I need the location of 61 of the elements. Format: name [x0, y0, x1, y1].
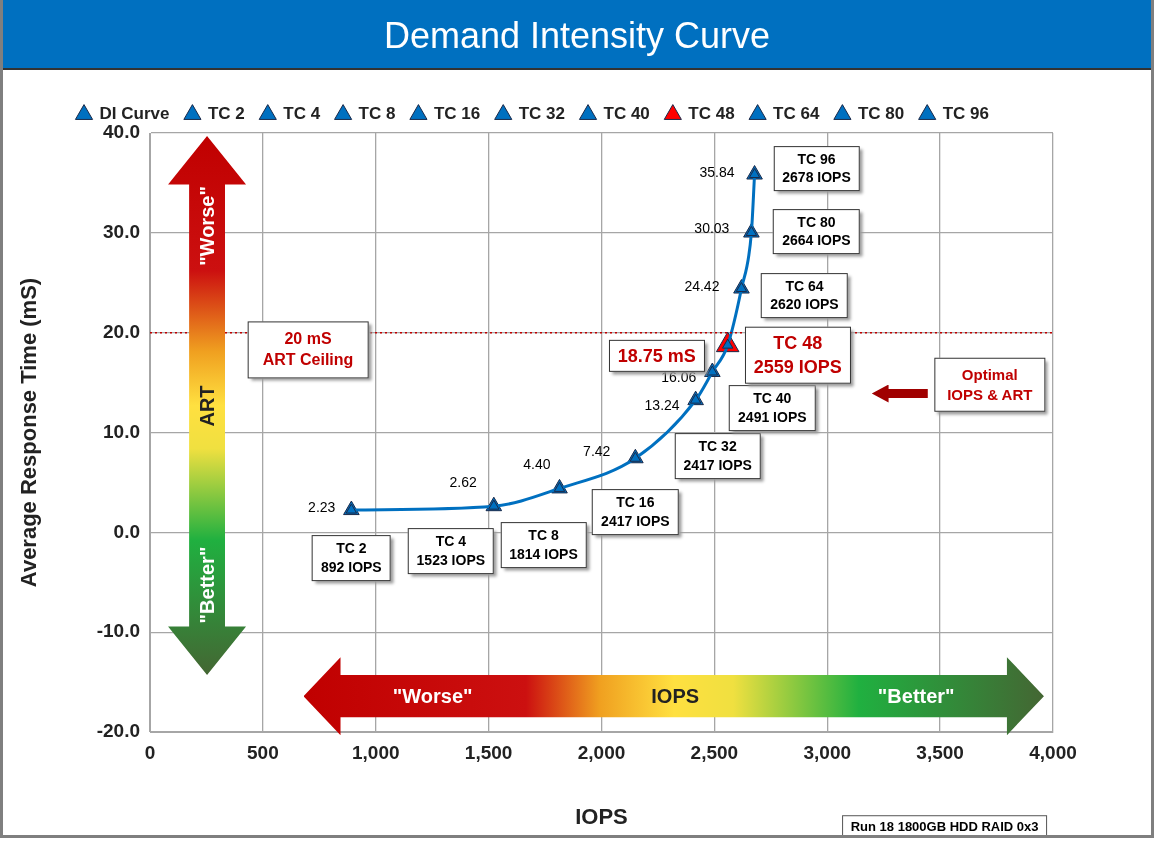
x-tick-label: 0: [144, 741, 156, 763]
legend-label: TC 2: [207, 104, 245, 124]
annotation: TC 4 1523 IOPS: [407, 528, 495, 575]
y-tick-label: 0.0: [113, 520, 140, 542]
x-tick-label: 2,000: [577, 741, 626, 763]
double-headed-arrow-vertical: "Worse" ART "Better": [168, 136, 247, 676]
legend-label: TC 48: [688, 104, 735, 124]
y-tick-label: -10.0: [96, 620, 140, 642]
legend-label: DI Curve: [99, 104, 170, 124]
annotation: TC 80 2664 IOPS: [773, 208, 860, 255]
annotation: TC 48 2559 IOPS: [744, 326, 851, 384]
y-tick-label: 30.0: [103, 221, 140, 243]
data-label: 30.03: [694, 219, 730, 236]
x-tick-label: 1,500: [464, 741, 513, 763]
x-tick-label: 3,000: [803, 741, 852, 763]
y-tick-label: 40.0: [103, 121, 140, 143]
data-label: 7.42: [583, 443, 611, 460]
annotation: TC 2 892 IOPS: [312, 535, 391, 581]
data-label: 13.24: [644, 397, 680, 414]
annotation: TC 40 2491 IOPS: [729, 385, 816, 431]
x-tick-label: 4,000: [1029, 741, 1077, 763]
annotation: TC 96 2678 IOPS: [773, 145, 860, 192]
legend-label: TC 96: [942, 104, 989, 124]
annotation: "Worse": [392, 684, 473, 708]
y-axis-title: Average Response Time (mS): [16, 277, 42, 588]
data-label: 4.40: [523, 456, 551, 473]
annotation: "Better": [196, 546, 219, 624]
annotation: "Worse": [196, 185, 219, 266]
legend-label: TC 8: [358, 104, 396, 124]
data-label: 24.42: [684, 277, 720, 294]
double-headed-arrow-horizontal: "Worse" IOPS "Better": [303, 657, 1044, 736]
legend-label: TC 32: [518, 104, 566, 124]
annotation: Optimal IOPS & ART: [934, 357, 1046, 412]
annotation: ART: [196, 384, 219, 427]
y-tick-label: 10.0: [103, 420, 140, 442]
annotation: "Better": [877, 684, 955, 708]
x-tick-label: 3,500: [916, 741, 964, 763]
data-label: 35.84: [699, 163, 735, 180]
annotation: TC 64 2620 IOPS: [761, 272, 848, 319]
legend-label: TC 40: [603, 104, 650, 124]
ref-line-label: 20 mS ART Ceiling: [247, 321, 369, 379]
legend-label: TC 4: [283, 104, 321, 124]
chart-title: Demand Intensity Curve: [3, 0, 1151, 70]
annotation: 18.75 mS: [617, 345, 696, 366]
legend-label: TC 16: [433, 104, 481, 124]
x-tick-label: 2,500: [690, 741, 739, 763]
y-tick-label: -20.0: [96, 720, 140, 742]
x-tick-label: 500: [247, 741, 279, 763]
annotation: IOPS: [651, 684, 700, 708]
annotation: TC 32 2417 IOPS: [674, 433, 761, 480]
annotation: TC 8 1814 IOPS: [500, 522, 587, 569]
annotation: TC 16 2417 IOPS: [592, 489, 679, 536]
x-tick-label: 1,000: [351, 741, 400, 763]
legend-label: TC 80: [857, 104, 905, 124]
data-label: 16.06: [661, 369, 697, 385]
data-label: 2.23: [308, 499, 336, 516]
y-tick-label: 20.0: [103, 320, 140, 342]
legend-label: TC 64: [773, 104, 820, 124]
text: Run 18 1800GB HDD RAID 0x3: [849, 818, 1040, 837]
x-axis-title: IOPS: [575, 803, 628, 829]
data-label: 2.62: [449, 474, 477, 491]
